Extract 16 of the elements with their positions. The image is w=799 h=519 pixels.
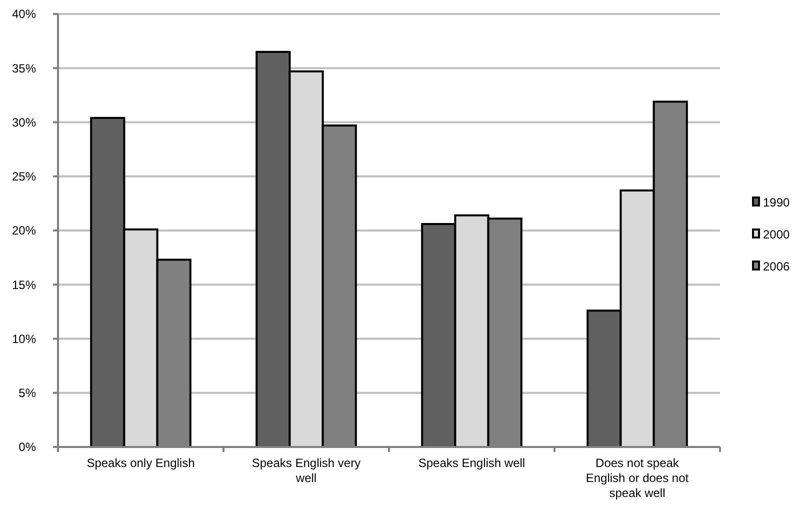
- y-tick-label: 25%: [12, 170, 36, 184]
- x-tick-label: Speaks English well: [418, 456, 526, 470]
- legend-label: 2000: [763, 228, 790, 242]
- y-tick-label: 30%: [12, 115, 36, 130]
- legend-label: 2006: [763, 260, 790, 274]
- x-tick-label: Speaks only English: [86, 456, 195, 470]
- y-tick-label: 35%: [12, 61, 36, 76]
- y-tick-label: 10%: [12, 332, 36, 346]
- y-tick-label: 0%: [18, 440, 36, 454]
- y-tick-label: 5%: [18, 386, 36, 400]
- y-tick-label: 40%: [12, 7, 36, 22]
- x-tick-label: Speaks English very well: [252, 456, 361, 485]
- legend-label: 1990: [763, 196, 790, 210]
- x-tick-label: Does not speak English or does not speak well: [586, 456, 690, 500]
- y-tick-label: 20%: [12, 224, 36, 238]
- y-tick-label: 15%: [12, 278, 36, 292]
